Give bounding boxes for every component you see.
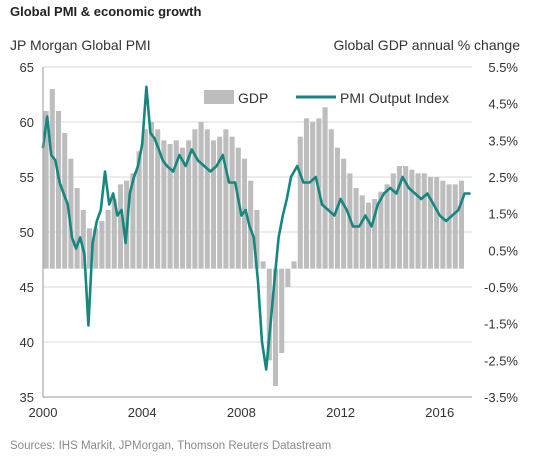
gdp-bar <box>179 147 186 269</box>
gdp-bar <box>43 111 49 269</box>
gdp-bar <box>452 184 458 269</box>
gdp-bar <box>396 166 403 269</box>
gdp-bar <box>297 136 303 269</box>
pmi-line <box>41 85 471 371</box>
legend-pmi-label: PMI Output Index <box>340 90 449 106</box>
gdp-bar <box>80 210 86 269</box>
legend: GDP PMI Output Index <box>204 90 449 106</box>
gdp-bar <box>99 221 105 269</box>
gdp-bar <box>49 89 55 269</box>
pmi-line-group <box>41 85 471 371</box>
gdp-bar <box>378 191 384 269</box>
gdp-bar <box>310 122 316 269</box>
gdp-bar <box>161 140 167 269</box>
right-tick-label: 0.5% <box>488 243 518 258</box>
legend-gdp-swatch <box>204 90 234 104</box>
gdp-bar <box>248 180 254 269</box>
gdp-bar <box>217 136 223 269</box>
gdp-bar <box>260 261 266 269</box>
x-tick-label: 2012 <box>326 405 355 420</box>
gdp-bar <box>353 188 359 269</box>
gdp-bar <box>409 169 415 269</box>
axes: 35 40 45 50 55 60 65 -3.5% -2.5% -1.5% -0.5% 0.5% 1.… <box>20 60 519 420</box>
gdp-bar <box>74 188 80 269</box>
gdp-bar <box>285 268 291 287</box>
x-tick-label: 2008 <box>227 405 256 420</box>
gdp-bar <box>458 180 465 269</box>
right-tick-label: 2.5% <box>488 170 518 185</box>
gdp-bar <box>446 184 452 269</box>
gdp-bar <box>105 210 111 269</box>
gdp-bar <box>372 199 378 269</box>
left-tick-label: 35 <box>20 390 34 405</box>
gdp-bar <box>93 228 99 269</box>
x-tick-label: 2000 <box>29 405 58 420</box>
gdp-bar <box>198 122 204 269</box>
gdp-bar <box>384 184 390 269</box>
gdp-bar <box>229 136 235 269</box>
gdp-bar <box>148 122 155 269</box>
gdp-bar <box>210 140 217 269</box>
right-tick-label: 3.5% <box>488 133 518 148</box>
gdp-bar <box>434 177 440 269</box>
gdp-bar <box>167 144 173 269</box>
gdp-bar <box>279 268 285 353</box>
gdp-bar <box>241 158 248 269</box>
gdp-bar <box>415 173 421 269</box>
gdp-bar <box>272 268 279 386</box>
gdp-bar <box>440 180 446 269</box>
gdp-bar <box>235 147 241 269</box>
gdp-bar <box>291 261 297 269</box>
gdp-bars <box>43 89 465 386</box>
gdp-bar <box>192 129 198 269</box>
right-tick-label: 1.5% <box>488 207 518 222</box>
gdp-bar <box>55 111 62 269</box>
x-tick-label: 2004 <box>128 405 157 420</box>
gdp-bar <box>155 129 161 269</box>
left-axis-title: JP Morgan Global PMI <box>10 37 151 53</box>
gdp-bar <box>68 158 74 269</box>
left-tick-label: 60 <box>20 115 34 130</box>
legend-gdp-label: GDP <box>238 90 268 106</box>
gdp-bar <box>328 129 334 269</box>
left-tick-label: 45 <box>20 280 34 295</box>
gdp-bar <box>303 118 310 269</box>
gdp-bar <box>142 129 148 269</box>
gdp-bar <box>421 173 427 269</box>
left-tick-label: 40 <box>20 335 34 350</box>
right-tick-label: 5.5% <box>488 60 518 75</box>
gdp-bar <box>111 199 117 269</box>
right-tick-label: -0.5% <box>484 280 518 295</box>
gdp-bar <box>254 210 260 269</box>
gdp-bar <box>86 228 93 269</box>
left-tick-label: 55 <box>20 170 34 185</box>
gdp-bar <box>266 268 272 361</box>
right-tick-label: -1.5% <box>484 317 518 332</box>
gdp-bar <box>223 129 229 269</box>
gdp-bar <box>173 140 179 269</box>
gdp-bar <box>365 202 372 269</box>
gdp-bar <box>403 166 409 269</box>
gdp-bar <box>136 151 142 269</box>
right-tick-label: -3.5% <box>484 390 518 405</box>
gdp-bar <box>204 129 210 269</box>
gdp-bar <box>359 195 365 269</box>
chart-title: Global PMI & economic growth <box>10 4 202 19</box>
gdp-bar <box>390 173 396 269</box>
gdp-bar <box>130 173 136 269</box>
gdp-bar <box>117 184 124 269</box>
right-tick-label: 4.5% <box>488 97 518 112</box>
left-tick-label: 50 <box>20 225 34 240</box>
gdp-bar <box>62 133 68 269</box>
gdp-bar <box>186 140 192 269</box>
gdp-bar <box>322 107 328 269</box>
right-axis-title: Global GDP annual % change <box>333 37 520 53</box>
source-note: Sources: IHS Markit, JPMorgan, Thomson R… <box>10 440 332 452</box>
gdp-bar <box>341 158 347 269</box>
left-tick-label: 65 <box>20 60 34 75</box>
x-tick-label: 2016 <box>425 405 454 420</box>
right-tick-label: -2.5% <box>484 353 518 368</box>
gdp-bar <box>427 177 434 269</box>
